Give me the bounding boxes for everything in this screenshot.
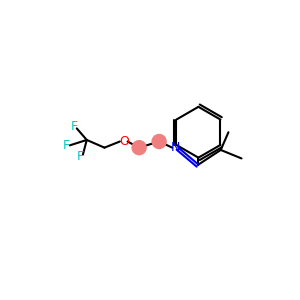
Text: F: F xyxy=(71,120,78,133)
Text: O: O xyxy=(119,135,129,148)
Text: F: F xyxy=(63,139,70,152)
Circle shape xyxy=(131,140,147,155)
Text: F: F xyxy=(77,150,84,164)
Circle shape xyxy=(152,134,167,149)
Text: N: N xyxy=(171,141,180,154)
